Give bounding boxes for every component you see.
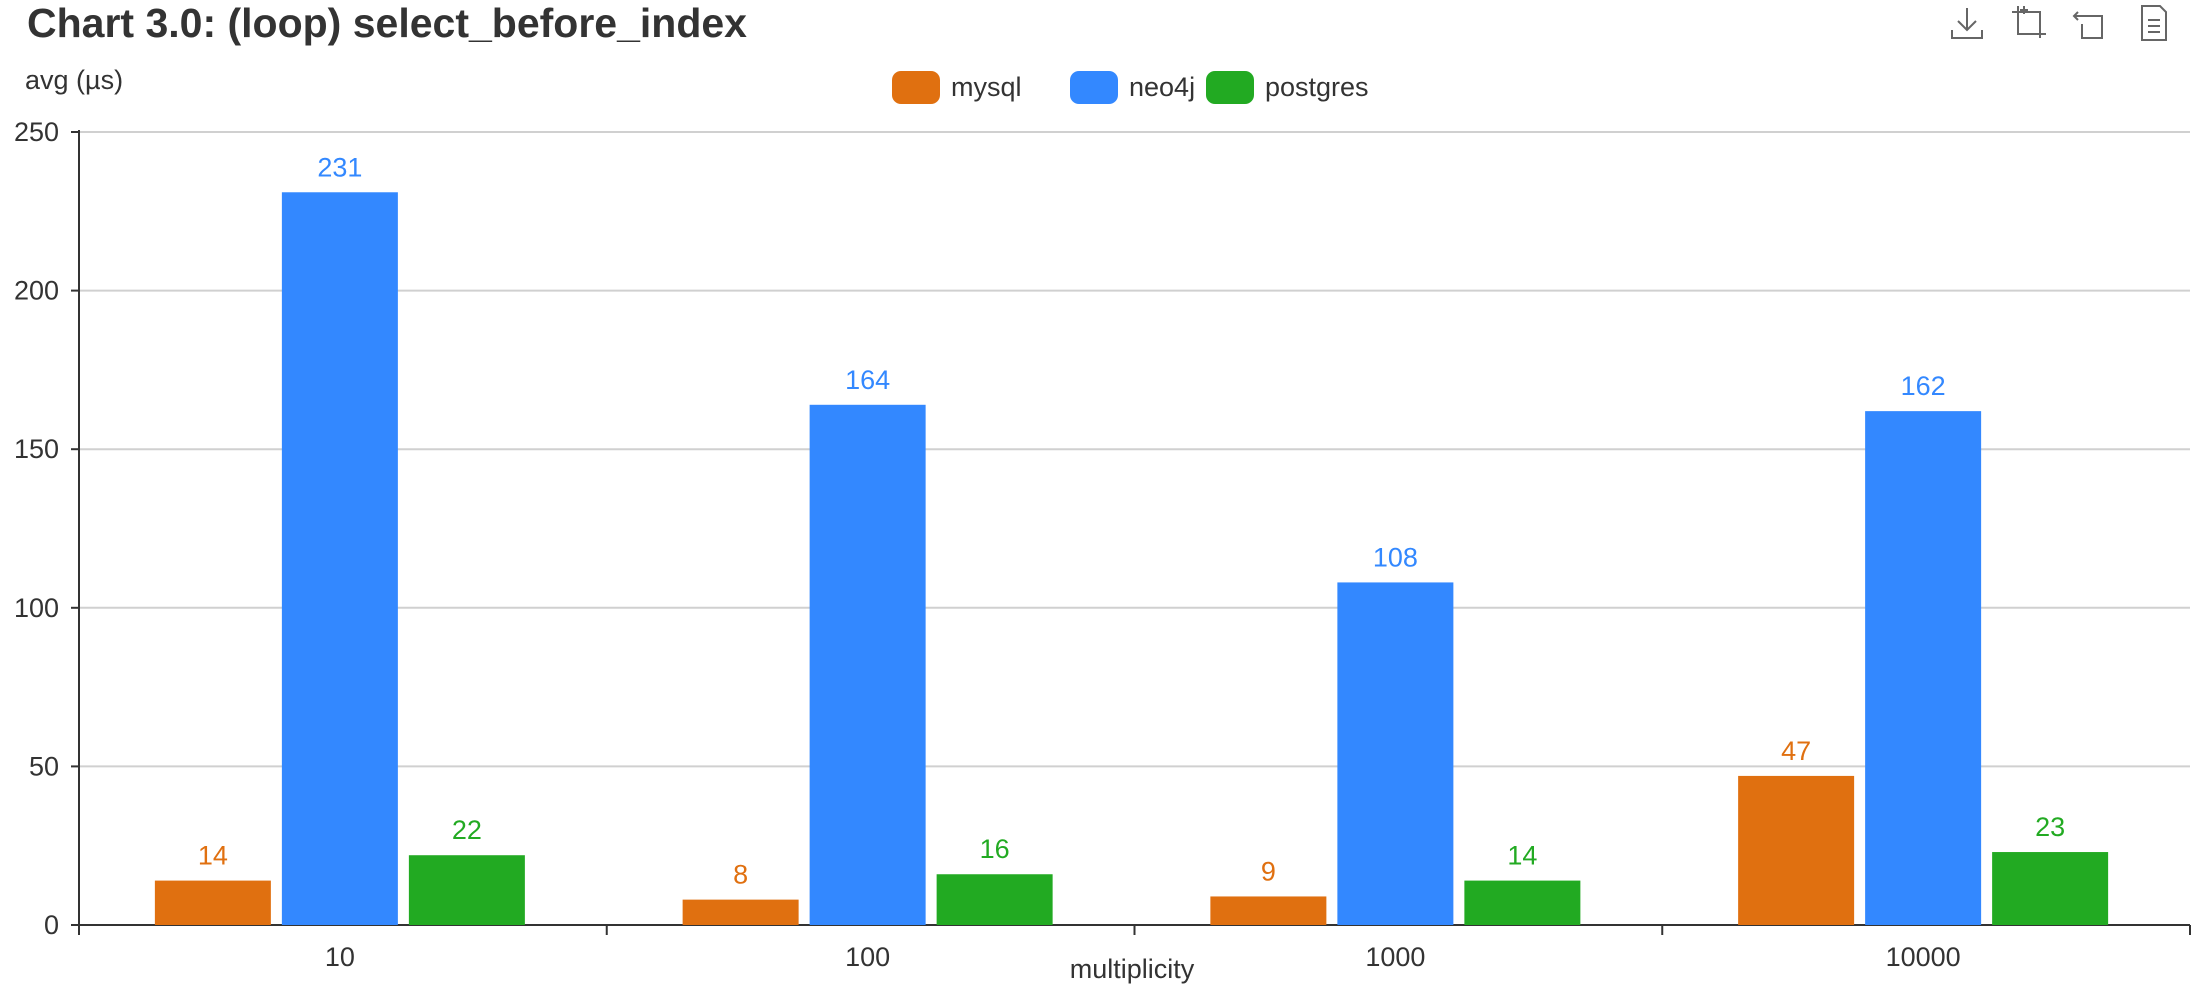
y-tick-label: 200 [14,276,59,306]
data-label-postgres: 23 [2035,812,2065,842]
x-tick-label: 10000 [1886,942,1961,972]
bar-postgres[interactable] [1464,880,1581,925]
x-axis-title: multiplicity [1070,954,1195,984]
bar-mysql[interactable] [682,899,799,925]
legend-swatch-neo4j[interactable] [1070,71,1118,104]
data-view-icon[interactable] [2134,4,2172,42]
bar-neo4j[interactable] [809,404,926,925]
y-tick-label: 100 [14,593,59,623]
data-label-neo4j: 164 [845,365,890,395]
legend-label-postgres: postgres [1265,72,1369,102]
zoom-reset-icon[interactable] [2072,4,2110,42]
y-tick-label: 150 [14,434,59,464]
bar-mysql[interactable] [154,880,271,925]
x-tick-label: 10 [325,942,355,972]
x-tick-label: 1000 [1365,942,1425,972]
bar-postgres[interactable] [1992,852,2109,925]
chart-title: Chart 3.0: (loop) select_before_index [27,0,747,46]
data-label-postgres: 14 [1507,841,1537,871]
y-tick-label: 50 [29,751,59,781]
legend-label-mysql: mysql [951,72,1022,102]
legend-swatch-postgres[interactable] [1206,71,1254,104]
data-label-postgres: 22 [452,815,482,845]
data-label-mysql: 47 [1781,736,1811,766]
data-label-neo4j: 231 [317,152,362,182]
bar-mysql[interactable] [1210,896,1327,925]
chart-toolbox [1948,4,2172,42]
y-axis-title: avg (µs) [25,65,123,95]
bar-mysql[interactable] [1738,775,1855,925]
y-tick-label: 0 [44,910,59,940]
data-label-postgres: 16 [980,834,1010,864]
download-icon[interactable] [1948,4,1986,42]
data-label-mysql: 8 [733,860,748,890]
x-tick-label: 100 [845,942,890,972]
bar-neo4j[interactable] [1337,582,1454,925]
bar-neo4j[interactable] [281,192,398,925]
data-label-neo4j: 162 [1901,371,1946,401]
data-label-mysql: 14 [198,841,228,871]
y-tick-label: 250 [14,117,59,147]
bar-neo4j[interactable] [1865,411,1982,925]
legend-swatch-mysql[interactable] [892,71,940,104]
data-label-mysql: 9 [1261,856,1276,886]
data-label-neo4j: 108 [1373,542,1418,572]
legend-label-neo4j: neo4j [1129,72,1195,102]
bar-postgres[interactable] [936,874,1053,925]
bar-postgres[interactable] [408,855,525,925]
zoom-icon[interactable] [2010,4,2048,42]
